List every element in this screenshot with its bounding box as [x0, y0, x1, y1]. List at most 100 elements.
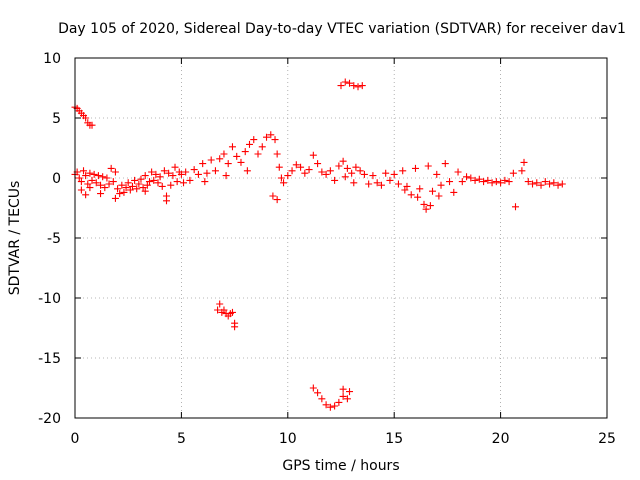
data-point [322, 401, 330, 409]
data-point [505, 178, 513, 186]
data-point [228, 143, 236, 151]
data-point [214, 306, 222, 314]
data-point [190, 166, 198, 174]
data-point [109, 178, 117, 186]
data-point [509, 169, 517, 177]
data-point [141, 187, 149, 195]
data-point [180, 179, 188, 187]
data-point [141, 172, 149, 180]
data-point [158, 182, 166, 190]
data-point [245, 140, 253, 148]
data-point [173, 178, 181, 186]
data-point [124, 179, 132, 187]
data-point [128, 182, 136, 190]
data-point [401, 186, 409, 194]
data-point [346, 79, 354, 87]
data-point [169, 172, 177, 180]
data-point [88, 176, 96, 184]
data-point [331, 402, 339, 410]
series-group [309, 384, 354, 411]
data-point [152, 170, 160, 178]
data-point [101, 184, 109, 192]
data-point [94, 172, 102, 180]
y-tick-label: 5 [52, 111, 61, 127]
data-point [186, 176, 194, 184]
data-point [99, 173, 107, 181]
data-point [301, 169, 309, 177]
data-point [231, 323, 239, 331]
data-point [254, 150, 262, 158]
data-point [171, 163, 179, 171]
data-point [84, 180, 92, 188]
data-point [258, 143, 266, 151]
series-group [337, 78, 366, 91]
data-point [331, 176, 339, 184]
data-point [156, 173, 164, 181]
data-point [435, 192, 443, 200]
data-point [182, 168, 190, 176]
data-point [335, 398, 343, 406]
data-point [420, 200, 428, 208]
data-point [546, 180, 554, 188]
data-point [314, 160, 322, 168]
data-point [414, 193, 422, 201]
data-point [77, 186, 85, 194]
y-tick-label: 10 [43, 51, 61, 67]
data-point [88, 121, 96, 129]
data-point [145, 178, 153, 186]
data-point [352, 163, 360, 171]
data-point [358, 82, 366, 90]
data-point [341, 78, 349, 86]
data-point [203, 169, 211, 177]
data-point [365, 180, 373, 188]
x-tick-label: 25 [598, 431, 616, 447]
data-point [350, 82, 358, 90]
data-point [407, 191, 415, 199]
data-point [150, 176, 158, 184]
data-point [163, 197, 171, 205]
data-point [326, 403, 334, 411]
data-point [126, 186, 134, 194]
data-point [558, 180, 566, 188]
data-point [309, 384, 317, 392]
data-point [120, 188, 128, 196]
data-point [322, 170, 330, 178]
data-point [116, 190, 124, 198]
data-point [263, 133, 271, 141]
data-point [154, 179, 162, 187]
y-tick-label: -5 [47, 231, 61, 247]
data-point [222, 172, 230, 180]
data-point [446, 178, 454, 186]
data-point [518, 167, 526, 175]
series-group [214, 300, 239, 331]
data-point [220, 150, 228, 158]
data-point [386, 176, 394, 184]
data-point [131, 176, 139, 184]
data-point [337, 82, 345, 90]
data-point [280, 179, 288, 187]
data-point [118, 181, 126, 189]
data-point [103, 174, 111, 182]
y-tick-label: -20 [38, 411, 61, 427]
chart-title: Day 105 of 2020, Sidereal Day-to-day VTE… [58, 21, 626, 37]
data-point [80, 167, 88, 175]
data-point [241, 148, 249, 156]
points-layer [71, 78, 566, 411]
data-point [399, 167, 407, 175]
data-point [339, 385, 347, 393]
data-point [450, 188, 458, 196]
data-point [297, 163, 305, 171]
data-point [75, 174, 83, 182]
data-point [422, 205, 430, 213]
data-point [237, 158, 245, 166]
data-point [211, 167, 219, 175]
data-point [107, 164, 115, 172]
data-point [165, 169, 173, 177]
data-point [335, 162, 343, 170]
data-point [133, 185, 141, 193]
data-point [143, 181, 151, 189]
data-point [105, 180, 113, 188]
data-point [97, 181, 105, 189]
y-tick-label: -10 [38, 291, 61, 307]
